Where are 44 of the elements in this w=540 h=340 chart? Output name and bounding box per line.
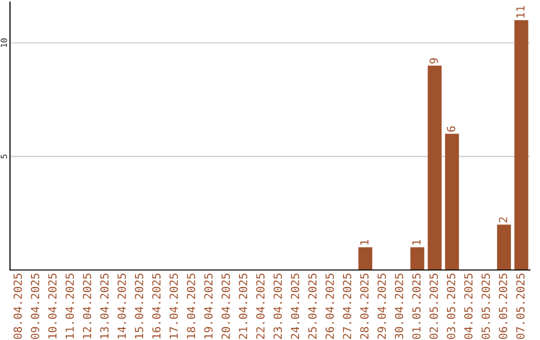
bar	[497, 224, 511, 270]
x-tick-label: 03.05.2025	[446, 274, 456, 339]
x-tick-label: 20.04.2025	[222, 274, 230, 339]
data-label: 6	[446, 126, 456, 132]
bar	[445, 134, 459, 270]
bar	[358, 247, 372, 270]
data-label: 1	[360, 240, 368, 245]
x-tick-label: 08.04.2025	[14, 274, 22, 339]
x-tick-label: 30.04.2025	[394, 274, 404, 339]
x-tick-label: 18.04.2025	[186, 274, 196, 338]
x-tick-label: 16.04.2025	[152, 274, 161, 338]
x-tick-label: 24.04.2025	[290, 274, 300, 339]
x-tick-label: 23.04.2025	[274, 274, 282, 339]
x-tick-label: 27.04.2025	[342, 274, 352, 339]
x-tick-label: 06.05.2025	[498, 274, 508, 339]
x-tick-label: 29.04.2025	[378, 274, 386, 339]
x-tick-label: 09.04.2025	[30, 274, 40, 339]
data-label: 1	[412, 240, 420, 245]
x-tick-label: 11.04.2025	[66, 274, 74, 338]
x-tick-label: 22.04.2025	[256, 274, 265, 339]
x-tick-label: 28.04.2025	[360, 274, 369, 339]
x-tick-label: 14.04.2025	[118, 274, 126, 338]
x-tick-label: 07.05.2025	[516, 274, 525, 339]
x-tick-label: 25.04.2025	[308, 274, 317, 339]
bar	[428, 66, 442, 270]
x-tick-label: 04.05.2025	[464, 274, 473, 339]
x-tick-label: 01.05.2025	[412, 274, 421, 339]
x-tick-label: 13.04.2025	[100, 274, 109, 338]
x-tick-label: 12.04.2025	[82, 274, 92, 338]
data-label: 2	[498, 217, 508, 222]
y-tick-label: 10	[0, 38, 7, 47]
data-label: 9	[430, 58, 438, 64]
bar	[514, 20, 528, 270]
x-tick-label: 26.04.2025	[326, 274, 334, 339]
data-label: 11	[516, 6, 524, 18]
y-tick-label: 5	[0, 154, 7, 158]
x-tick-label: 10.04.2025	[48, 274, 57, 338]
x-tick-label: 15.04.2025	[134, 274, 144, 338]
x-tick-label: 02.05.2025	[430, 274, 438, 339]
x-tick-label: 05.05.2025	[482, 274, 490, 339]
x-tick-label: 17.04.2025	[170, 274, 178, 338]
bar	[410, 247, 424, 270]
x-tick-label: 21.04.2025	[238, 274, 248, 339]
x-tick-label: 19.04.2025	[204, 274, 213, 338]
